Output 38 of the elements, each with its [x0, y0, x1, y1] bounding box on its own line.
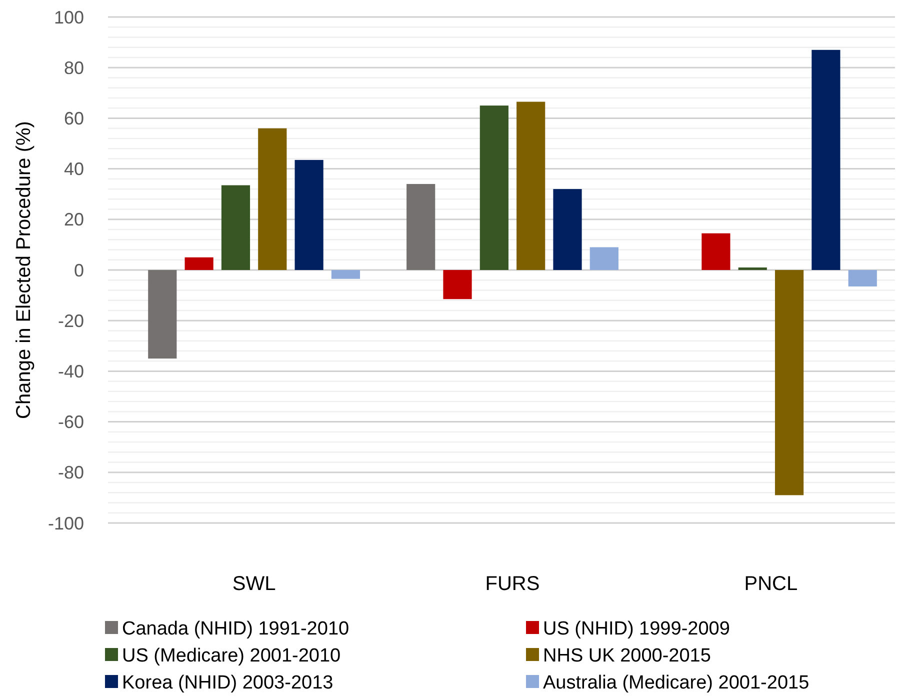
bar: [148, 270, 177, 359]
x-tick-label: FURS: [485, 573, 540, 595]
legend-label: Korea (NHID) 2003-2013: [122, 672, 334, 694]
y-tick-label: 80: [64, 58, 84, 78]
legend-label: Australia (Medicare) 2001-2015: [543, 672, 810, 694]
y-tick-label: 20: [64, 210, 84, 230]
bar: [331, 270, 360, 279]
legend-label: US (Medicare) 2001-2010: [122, 646, 341, 667]
x-tick-label: PNCL: [744, 573, 798, 595]
y-tick-label: 0: [74, 260, 84, 280]
legend-label: Canada (NHID) 1991-2010: [122, 618, 350, 640]
bar: [738, 267, 767, 270]
bar: [774, 270, 804, 496]
y-tick-label: 100: [54, 7, 84, 28]
bar: [590, 247, 618, 270]
bar: [406, 184, 436, 270]
bar: [553, 189, 582, 270]
legend-label: US (NHID) 1999-2009: [543, 618, 730, 640]
legend-label: NHS UK 2000-2015: [543, 646, 711, 667]
bar: [848, 270, 877, 286]
bar: [480, 106, 508, 270]
y-tick-label: 40: [64, 159, 84, 180]
x-tick-label: SWL: [232, 573, 276, 595]
y-tick-label: 60: [64, 108, 84, 128]
bar: [516, 102, 546, 270]
y-tick-label: -100: [48, 513, 84, 534]
y-tick-label: -40: [58, 362, 84, 382]
bar: [702, 233, 730, 270]
bar: [221, 185, 250, 270]
bar: [258, 128, 287, 270]
y-axis-title: Change in Elected Procedure (%): [13, 121, 35, 419]
bar: [443, 270, 472, 300]
y-tick-label: -60: [58, 412, 84, 432]
y-tick-label: -80: [58, 462, 84, 483]
bar: [812, 50, 840, 270]
bar: [184, 257, 214, 270]
y-tick-label: -20: [58, 310, 84, 331]
bar: [294, 160, 324, 270]
